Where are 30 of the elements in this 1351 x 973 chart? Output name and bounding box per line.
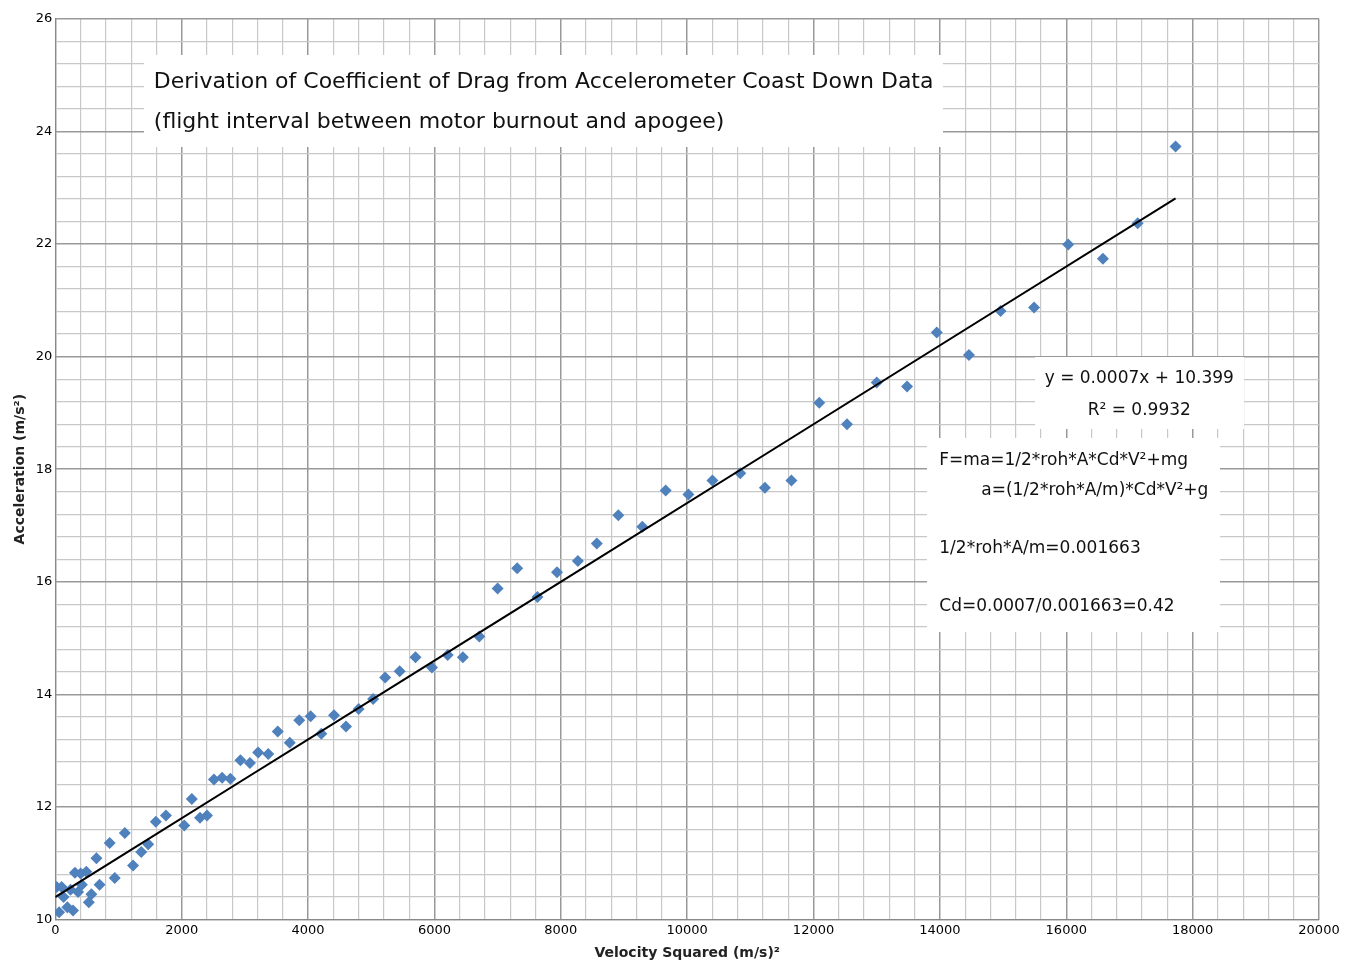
x-tick-label: 10000: [666, 921, 708, 937]
x-tick-label: 8000: [544, 921, 578, 937]
y-tick-label: 18: [35, 460, 53, 476]
annotation: Cd=0.0007/0.001663=0.42: [939, 593, 1176, 617]
y-tick-label: 20: [35, 347, 53, 363]
x-tick-label: 18000: [1171, 921, 1214, 937]
y-tick-label: 10: [35, 910, 53, 926]
x-tick-label: 2000: [165, 921, 199, 937]
x-tick-label: 20000: [1298, 921, 1340, 937]
y-axis-title: Acceleration (m/s²): [11, 393, 28, 545]
annotation: a=(1/2*roh*A/m)*Cd*V²+g: [980, 477, 1209, 501]
y-tick-label: 12: [35, 798, 53, 814]
y-tick-label: 14: [35, 685, 53, 701]
x-axis-title: Velocity Squared (m/s)²: [594, 944, 780, 961]
x-tick-label: 16000: [1045, 921, 1087, 937]
x-tick-label: 6000: [417, 921, 451, 937]
annotation: R² = 0.9932: [1086, 397, 1192, 421]
y-tick-label: 22: [35, 235, 53, 251]
text: Derivation of Coefficient of Drag from Accelerometer Coast Down Data: [153, 66, 934, 95]
x-tick-label: 12000: [792, 921, 835, 937]
x-tick-label: 14000: [919, 921, 961, 937]
x-tick-label: 0: [51, 921, 60, 937]
y-tick-label: 16: [35, 573, 53, 589]
annotation: y = 0.0007x + 10.399: [1044, 365, 1234, 389]
text: (flight interval between motor burnout and apogee): [153, 106, 726, 135]
annotation: 1/2*roh*A/m=0.001663: [939, 535, 1142, 559]
y-tick-label: 26: [35, 10, 53, 26]
annotation: F=ma=1/2*roh*A*Cd*V²+mg: [939, 447, 1189, 471]
y-tick-label: 24: [35, 122, 53, 138]
x-tick-label: 4000: [291, 921, 325, 937]
